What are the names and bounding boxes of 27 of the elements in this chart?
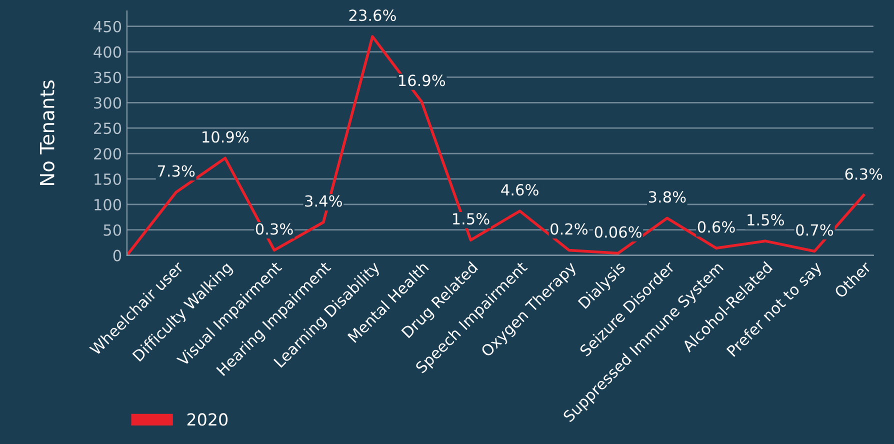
annotation: 23.6% bbox=[349, 10, 396, 22]
annotation: 0.3% bbox=[256, 223, 293, 235]
annotation: 4.6% bbox=[501, 184, 538, 196]
annotation: 0.2% bbox=[550, 223, 588, 235]
y-tick-label: 200 bbox=[94, 148, 122, 160]
y-tick-label: 450 bbox=[94, 20, 122, 32]
annotation: 0.06% bbox=[594, 226, 642, 238]
y-tick-label: 250 bbox=[94, 122, 122, 134]
annotation: 0.7% bbox=[796, 224, 834, 236]
y-axis-title: No Tenants bbox=[40, 80, 54, 186]
y-tick-label: 300 bbox=[94, 97, 122, 109]
y-tick-label: 350 bbox=[94, 72, 122, 84]
annotation: 16.9% bbox=[399, 74, 446, 86]
annotation: 6.3% bbox=[845, 168, 882, 180]
y-tick-label: 100 bbox=[94, 198, 122, 210]
annotation: 3.8% bbox=[648, 191, 686, 203]
annotation: 0.6% bbox=[698, 221, 735, 233]
y-tick-label: 50 bbox=[104, 224, 122, 236]
y-tick-label: 150 bbox=[94, 173, 122, 186]
y-tick-label: 400 bbox=[94, 46, 122, 58]
annotation: 1.5% bbox=[748, 214, 784, 226]
y-tick-label: 0 bbox=[113, 250, 122, 262]
annotation: 1.5% bbox=[453, 213, 490, 225]
legend-label: 2020 bbox=[187, 413, 228, 426]
annotation: 7.3% bbox=[158, 165, 195, 177]
annotation: 10.9% bbox=[202, 131, 249, 143]
annotation: 3.4% bbox=[305, 195, 342, 207]
